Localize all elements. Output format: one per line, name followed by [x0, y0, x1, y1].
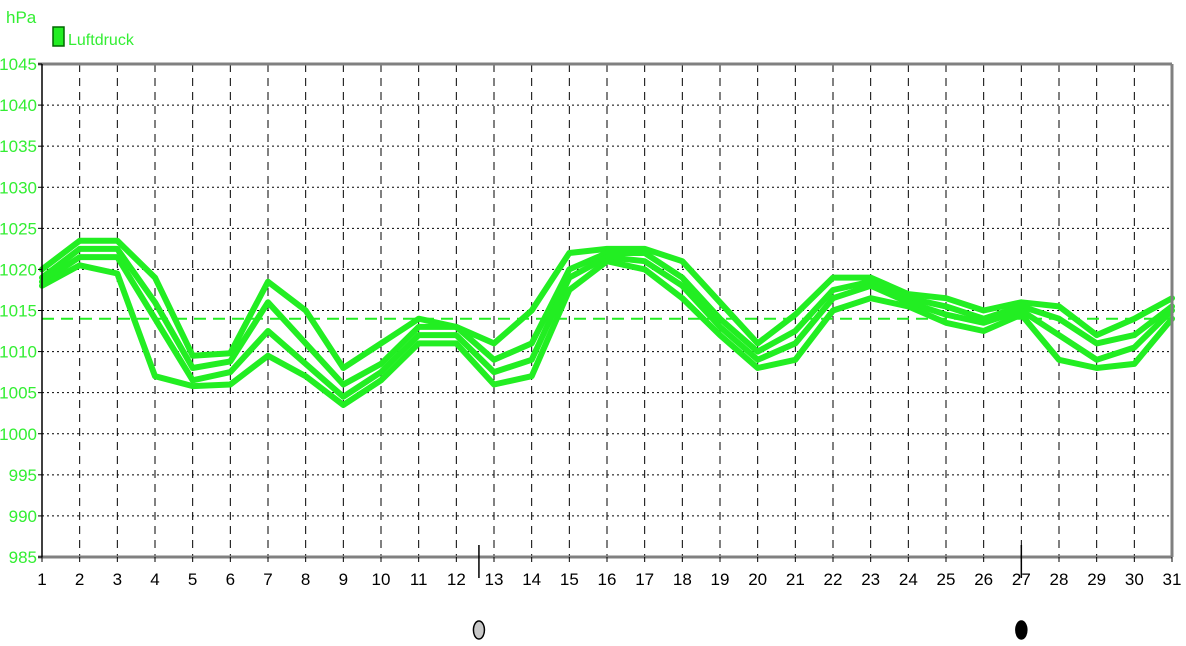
x-tick-label: 14	[522, 570, 541, 589]
series-line-3	[39, 254, 1175, 400]
x-tick-label: 12	[447, 570, 466, 589]
y-tick-label: 995	[9, 466, 37, 485]
x-tick-label: 22	[824, 570, 843, 589]
series-layer	[39, 237, 1175, 408]
x-tick-label: 5	[188, 570, 197, 589]
x-axis-ticks: 1 2 3 4 5 6 7 8 9 10 11 12 13 14 15 16 17 18 19 20 21 22 23 24 2…	[37, 557, 1181, 589]
x-tick-label: 20	[748, 570, 767, 589]
y-tick-label: 1020	[0, 260, 37, 279]
x-tick-label: 13	[485, 570, 504, 589]
x-tick-label: 3	[113, 570, 122, 589]
y-tick-label: 1030	[0, 178, 37, 197]
legend-label: Luftdruck	[68, 32, 135, 49]
x-tick-label: 15	[560, 570, 579, 589]
y-tick-label: 1035	[0, 137, 37, 156]
x-tick-label: 26	[974, 570, 993, 589]
x-tick-label: 28	[1050, 570, 1069, 589]
y-tick-label: 1015	[0, 302, 37, 321]
x-tick-label: 8	[301, 570, 310, 589]
y-tick-label: 1000	[0, 425, 37, 444]
y-axis-ticks: 1045 1040 1035 1030 1025 1020 1015 1010 1005 1000…	[0, 55, 42, 567]
grid	[42, 64, 1172, 557]
y-tick-label: 985	[9, 548, 37, 567]
y-tick-label: 1025	[0, 219, 37, 238]
x-tick-label: 18	[673, 570, 692, 589]
x-tick-label: 1	[37, 570, 46, 589]
new-moon-icon	[1015, 620, 1028, 640]
x-tick-label: 17	[635, 570, 654, 589]
x-tick-label: 29	[1087, 570, 1106, 589]
x-tick-label: 10	[372, 570, 391, 589]
x-tick-label: 19	[711, 570, 730, 589]
y-axis-unit-label: hPa	[6, 8, 37, 27]
x-tick-label: 30	[1125, 570, 1144, 589]
x-tick-label: 31	[1163, 570, 1182, 589]
x-tick-label: 6	[226, 570, 235, 589]
legend-swatch	[52, 26, 65, 47]
moon-markers	[472, 545, 1028, 640]
y-tick-label: 1005	[0, 384, 37, 403]
x-tick-label: 24	[899, 570, 918, 589]
x-tick-label: 4	[150, 570, 159, 589]
x-tick-label: 11	[410, 570, 428, 589]
x-tick-label: 27	[1012, 570, 1031, 589]
x-tick-label: 23	[861, 570, 880, 589]
series-line-2	[39, 245, 1175, 388]
x-tick-label: 25	[937, 570, 956, 589]
legend: Luftdruck	[52, 26, 135, 49]
y-tick-label: 1045	[0, 55, 37, 74]
x-tick-label: 9	[339, 570, 348, 589]
series-line-4	[39, 258, 1175, 408]
y-tick-label: 1010	[0, 343, 37, 362]
x-tick-label: 2	[75, 570, 84, 589]
full-moon-icon	[472, 620, 486, 640]
series-line-1	[39, 237, 1175, 371]
x-tick-label: 16	[598, 570, 617, 589]
y-tick-label: 990	[9, 507, 37, 526]
x-tick-label: 21	[786, 570, 805, 589]
y-tick-label: 1040	[0, 96, 37, 115]
x-tick-label: 7	[263, 570, 272, 589]
